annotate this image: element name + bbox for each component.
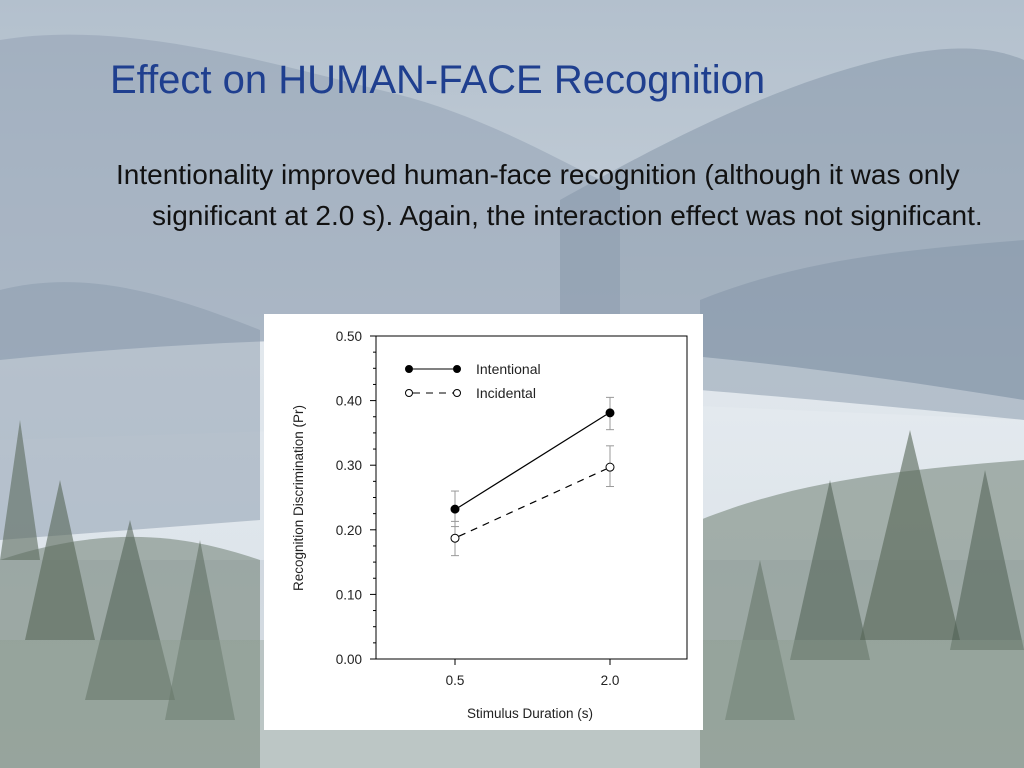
data-point-intentional xyxy=(450,504,460,514)
legend-marker xyxy=(405,389,413,397)
y-tick-label: 0.10 xyxy=(336,587,362,602)
x-axis: 0.5 2.0 xyxy=(446,659,620,688)
legend-marker xyxy=(405,365,413,373)
x-axis-label: Stimulus Duration (s) xyxy=(467,706,593,721)
data-point-incidental xyxy=(605,462,615,472)
series-layer xyxy=(450,396,615,557)
x-tick-label: 0.5 xyxy=(446,673,465,688)
y-tick-label: 0.50 xyxy=(336,329,362,344)
legend-marker xyxy=(453,365,461,373)
y-tick-label: 0.20 xyxy=(336,523,362,538)
y-axis: 0.00 0.10 0.20 0.30 0.40 0.50 xyxy=(336,329,376,667)
legend-label: Intentional xyxy=(476,361,541,377)
x-tick-label: 2.0 xyxy=(601,673,620,688)
chart-panel: 0.00 0.10 0.20 0.30 0.40 0.50 0.5 2.0 Intentio… xyxy=(264,314,703,730)
y-axis-label: Recognition Discrimination (Pr) xyxy=(291,405,306,591)
y-tick-label: 0.30 xyxy=(336,458,362,473)
line-chart: 0.00 0.10 0.20 0.30 0.40 0.50 0.5 2.0 Intentio… xyxy=(291,329,688,721)
legend-label: Incidental xyxy=(476,385,536,401)
series-line-incidental xyxy=(458,468,607,537)
slide-title: Effect on HUMAN-FACE Recognition xyxy=(110,58,766,102)
y-tick-label: 0.00 xyxy=(336,652,362,667)
data-point-incidental xyxy=(450,533,460,543)
series-line-intentional xyxy=(458,414,607,508)
legend-marker xyxy=(453,389,461,397)
legend: Intentional Incidental xyxy=(405,361,541,401)
slide-body-text: Intentionality improved human-face recog… xyxy=(116,159,983,231)
data-point-intentional xyxy=(605,408,615,418)
y-tick-label: 0.40 xyxy=(336,394,362,409)
